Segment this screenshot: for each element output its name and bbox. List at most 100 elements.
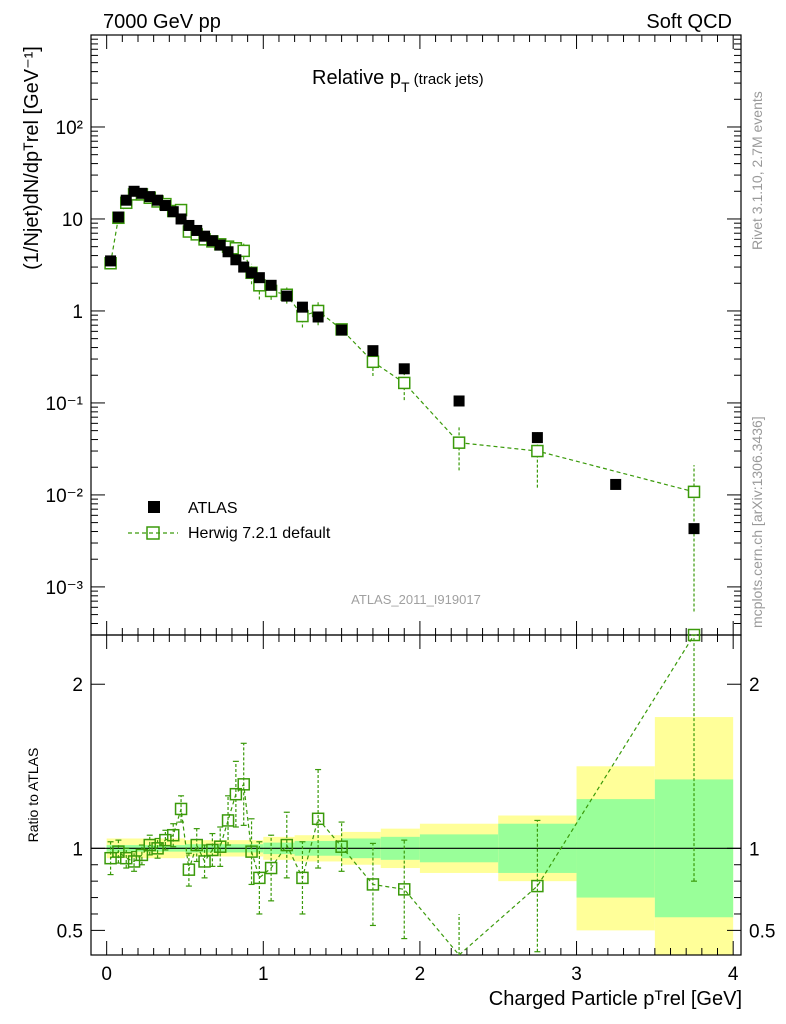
data-point bbox=[144, 191, 156, 203]
ratio-ticks: 0.5 0.5 1 1 2 2 0 1 2 3 4 bbox=[57, 635, 775, 985]
xtick-label: 3 bbox=[571, 964, 582, 985]
data-point bbox=[312, 311, 324, 323]
ratio-ylabel: Ratio to ATLAS bbox=[25, 748, 41, 843]
mc-point bbox=[452, 436, 466, 449]
ratio-point bbox=[366, 878, 380, 891]
legend-marker-atlas bbox=[148, 501, 160, 513]
ratio-point bbox=[229, 787, 243, 801]
data-point bbox=[238, 261, 250, 273]
ratio-bands bbox=[91, 717, 741, 955]
chart-title: Relative pT (track jets) bbox=[312, 67, 484, 95]
ytick-label: 10 bbox=[62, 210, 83, 231]
ratio-point bbox=[206, 843, 219, 857]
data-point bbox=[183, 219, 195, 231]
data-point bbox=[367, 345, 379, 357]
ratio-series bbox=[104, 628, 701, 956]
ratio-point bbox=[119, 851, 133, 865]
legend-marker-mc bbox=[146, 526, 160, 540]
ratio-point bbox=[198, 855, 211, 868]
data-point bbox=[296, 301, 308, 313]
data-point bbox=[191, 224, 203, 236]
ratio-ytick-label-right: 1 bbox=[749, 839, 760, 860]
watermark: ATLAS_2011_I919017 bbox=[351, 592, 481, 607]
mc-point bbox=[237, 244, 250, 258]
data-point bbox=[214, 239, 226, 251]
ytick-label: 1 bbox=[72, 302, 83, 323]
ratio-point bbox=[531, 879, 544, 893]
data-point bbox=[336, 324, 348, 336]
ratio-ytick-label-right: 0.5 bbox=[749, 921, 775, 942]
data-point bbox=[152, 194, 164, 206]
ratio-ytick-label-right: 2 bbox=[749, 675, 760, 696]
ratio-point bbox=[296, 871, 309, 885]
data-point bbox=[246, 267, 258, 279]
rivet-label: Rivet 3.1.10, 2.7M events bbox=[749, 91, 765, 250]
ratio-point bbox=[687, 628, 701, 642]
data-point bbox=[206, 235, 218, 247]
ratio-point bbox=[166, 828, 180, 842]
ratio-frame bbox=[90, 634, 742, 956]
ytick-label: 10⁻¹ bbox=[46, 394, 84, 415]
ratio-line bbox=[110, 634, 695, 956]
ytick-label: 10² bbox=[56, 118, 83, 139]
ratio-point bbox=[237, 778, 250, 791]
data-point bbox=[265, 279, 277, 291]
main-series bbox=[104, 185, 701, 612]
mc-point bbox=[398, 376, 411, 390]
ratio-point bbox=[127, 855, 141, 868]
ytick-label: 10⁻³ bbox=[46, 578, 84, 599]
data-point bbox=[128, 185, 140, 197]
data-point bbox=[112, 211, 124, 223]
data-point bbox=[253, 272, 265, 284]
ratio-ytick-label-left: 0.5 bbox=[57, 921, 83, 942]
data-point bbox=[175, 213, 187, 225]
data-point bbox=[398, 363, 410, 375]
header-left: 7000 GeV pp bbox=[103, 11, 221, 33]
ratio-point bbox=[213, 840, 227, 853]
ratio-point bbox=[398, 883, 411, 896]
data-point bbox=[281, 290, 293, 302]
ratio-point bbox=[112, 845, 125, 858]
main-ylabel: (1/Njet)dN/dpᵀrel [GeV⁻¹] bbox=[21, 46, 43, 270]
data-point bbox=[199, 230, 211, 242]
ratio-point bbox=[245, 845, 258, 858]
legend-label-mc: Herwig 7.2.1 default bbox=[188, 525, 331, 542]
ratio-point bbox=[182, 863, 196, 876]
main-ticks: 10⁻³ 10⁻² 10⁻¹ 1 10 10² bbox=[46, 34, 741, 636]
mc-point bbox=[687, 485, 701, 499]
data-point bbox=[222, 246, 234, 258]
ratio-ytick-label-left: 1 bbox=[72, 839, 83, 860]
legend: ATLAS Herwig 7.2.1 default bbox=[128, 500, 331, 542]
xtick-label: 4 bbox=[728, 964, 739, 985]
mc-point bbox=[531, 444, 544, 458]
data-point bbox=[610, 478, 622, 490]
data-point bbox=[159, 200, 171, 212]
data-point bbox=[230, 254, 242, 266]
ratio-ytick-label-left: 2 bbox=[72, 675, 83, 696]
ratio-point bbox=[104, 851, 117, 865]
data-point bbox=[136, 187, 148, 199]
data-point bbox=[167, 206, 179, 218]
data-point bbox=[105, 255, 117, 267]
ratio-point bbox=[280, 838, 294, 852]
data-point bbox=[453, 395, 465, 407]
ratio-point bbox=[174, 802, 188, 816]
ratio-point bbox=[221, 814, 235, 827]
data-point bbox=[688, 523, 700, 535]
ratio-point bbox=[264, 861, 278, 875]
header-right: Soft QCD bbox=[646, 11, 732, 33]
xtick-label: 1 bbox=[258, 964, 269, 985]
legend-label-atlas: ATLAS bbox=[188, 500, 238, 517]
xtick-label: 0 bbox=[101, 964, 112, 985]
ratio-point bbox=[335, 840, 348, 853]
ratio-point bbox=[311, 812, 325, 826]
ratio-point bbox=[151, 842, 164, 855]
xtick-label: 2 bbox=[415, 964, 426, 985]
mcplots-label: mcplots.cern.ch [arXiv:1306.3436] bbox=[749, 416, 765, 628]
mc-point bbox=[366, 355, 380, 369]
main-frame bbox=[90, 34, 742, 636]
xaxis-label: Charged Particle pᵀrel [GeV] bbox=[489, 988, 742, 1010]
ytick-label: 10⁻² bbox=[46, 486, 84, 507]
data-point bbox=[531, 432, 543, 444]
